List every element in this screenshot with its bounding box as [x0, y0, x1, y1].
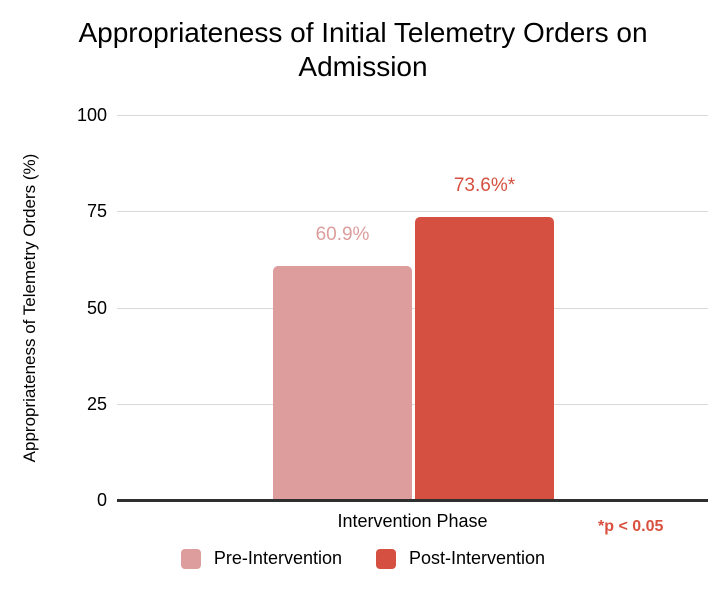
- legend-item-post-intervention: Post-Intervention: [376, 548, 545, 569]
- y-tick-0: 0: [96, 490, 107, 510]
- gridline-75: [117, 211, 708, 213]
- legend-item-pre-intervention: Pre-Intervention: [180, 548, 342, 569]
- gridline-25: [117, 403, 708, 405]
- bar-pre-intervention: [273, 266, 412, 500]
- gridline-50: [117, 307, 708, 309]
- y-tick-100: 100: [76, 105, 107, 125]
- legend-label-post-intervention: Post-Intervention: [409, 548, 546, 568]
- legend-swatch-pre-intervention: [180, 548, 201, 569]
- bar-label-post-intervention: 73.6%*: [453, 175, 516, 196]
- y-tick-75: 75: [86, 201, 107, 221]
- y-tick-25: 25: [86, 394, 107, 414]
- legend: Pre-Intervention Post-Intervention: [0, 548, 726, 569]
- y-tick-50: 50: [86, 298, 107, 318]
- chart-title: Appropriateness of Initial Telemetry Ord…: [0, 16, 726, 84]
- chart-title-text: Appropriateness of Initial Telemetry Ord…: [78, 17, 648, 82]
- legend-label-pre-intervention: Pre-Intervention: [213, 548, 342, 568]
- x-axis-title: Intervention Phase: [337, 511, 488, 531]
- bar-post-intervention: [415, 217, 554, 500]
- legend-swatch-post-intervention: [376, 548, 396, 569]
- plot-area: 60.9% 73.6%*: [117, 115, 708, 502]
- y-axis-title: Appropriateness of Telemetry Orders (%): [20, 153, 39, 463]
- significance-note: *p < 0.05: [598, 518, 664, 535]
- x-axis-baseline: [117, 499, 708, 502]
- bar-label-pre-intervention: 60.9%: [315, 224, 370, 245]
- gridline-100: [117, 115, 708, 116]
